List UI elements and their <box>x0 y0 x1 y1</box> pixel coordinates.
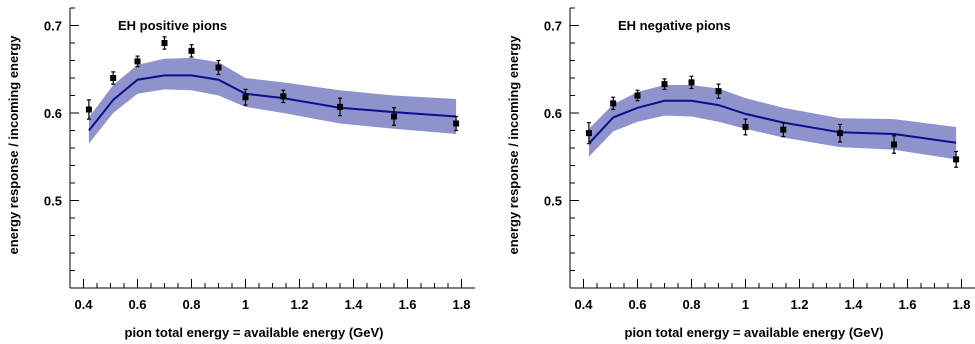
series-line <box>88 74 457 132</box>
data-points <box>585 75 960 168</box>
y-ticks: 0.5 0.6 0.7 <box>44 7 79 271</box>
data-point <box>337 103 343 110</box>
data-point <box>453 120 460 127</box>
x-tick-label: 1 <box>242 297 249 312</box>
data-point <box>85 106 92 113</box>
chart-positive-pions: 0.4 0.6 0.8 1 1.2 1.4 1.6 1.8 0.5 0.6 0.7 EH posi… <box>6 7 475 340</box>
data-point <box>110 75 117 81</box>
data-point <box>953 156 960 163</box>
x-tick-label: 1.8 <box>952 297 970 312</box>
data-point <box>742 124 749 130</box>
data-point <box>634 92 641 99</box>
plot-title: EH negative pions <box>618 18 731 33</box>
y-tick-label: 0.5 <box>44 194 62 209</box>
x-tick-label: 1 <box>742 297 749 312</box>
data-point <box>161 40 168 46</box>
y-ticks: 0.5 0.6 0.7 <box>544 7 579 271</box>
y-tick-label: 0.5 <box>544 194 562 209</box>
uncertainty-band <box>588 85 957 160</box>
chart-negative-pions: 0.4 0.6 0.8 1 1.2 1.4 1.6 1.8 0.5 0.6 0.7 EH nega… <box>506 7 975 340</box>
model-line <box>588 99 957 145</box>
data-point <box>280 93 287 100</box>
y-axis-label: energy response / incoming energy <box>506 35 521 255</box>
left-chart-panel: 0.4 0.6 0.8 1 1.2 1.4 1.6 1.8 0.5 0.6 0.7 EH posi… <box>6 7 475 340</box>
right-chart-panel: 0.4 0.6 0.8 1 1.2 1.4 1.6 1.8 0.5 0.6 0.7 EH nega… <box>500 0 975 344</box>
data-point <box>891 141 897 148</box>
y-tick-label: 0.6 <box>44 106 62 121</box>
data-point <box>661 81 668 88</box>
x-axis-label: pion total energy = available energy (Ge… <box>625 325 884 340</box>
x-tick-label: 0.8 <box>182 297 200 312</box>
data-point <box>837 130 843 137</box>
data-point <box>610 100 617 107</box>
data-point <box>188 47 195 54</box>
data-point <box>780 126 787 133</box>
x-tick-label: 1.6 <box>898 297 916 312</box>
uncertainty-band <box>88 57 457 144</box>
x-tick-label: 1.6 <box>398 297 416 312</box>
data-point <box>242 94 249 101</box>
plot-frame <box>69 8 475 289</box>
x-tick-label: 0.6 <box>628 297 646 312</box>
data-point <box>391 113 397 120</box>
series-line <box>588 99 957 145</box>
model-line <box>88 74 457 132</box>
data-point <box>585 130 592 137</box>
data-points <box>85 36 460 132</box>
x-tick-label: 1.2 <box>290 297 308 312</box>
x-tick-label: 1.4 <box>844 297 863 312</box>
data-point <box>215 64 222 71</box>
x-ticks: 0.4 0.6 0.8 1 1.2 1.4 1.6 1.8 <box>574 279 971 312</box>
band-area <box>88 57 457 144</box>
y-tick-label: 0.7 <box>44 19 62 34</box>
data-point <box>715 88 722 95</box>
x-tick-label: 0.6 <box>128 297 146 312</box>
y-axis-label: energy response / incoming energy <box>6 35 21 255</box>
x-tick-label: 1.8 <box>452 297 470 312</box>
data-point <box>134 58 141 65</box>
y-tick-label: 0.6 <box>544 106 562 121</box>
x-ticks: 0.4 0.6 0.8 1 1.2 1.4 1.6 1.8 <box>74 279 471 312</box>
plot-title: EH positive pions <box>118 18 227 33</box>
x-tick-label: 1.4 <box>344 297 363 312</box>
y-tick-label: 0.7 <box>544 19 562 34</box>
x-axis-label: pion total energy = available energy (Ge… <box>125 325 384 340</box>
data-point <box>688 79 695 86</box>
x-tick-label: 0.4 <box>74 297 93 312</box>
x-tick-label: 0.8 <box>682 297 700 312</box>
x-tick-label: 1.2 <box>790 297 808 312</box>
x-tick-label: 0.4 <box>574 297 593 312</box>
band-area <box>588 85 957 160</box>
